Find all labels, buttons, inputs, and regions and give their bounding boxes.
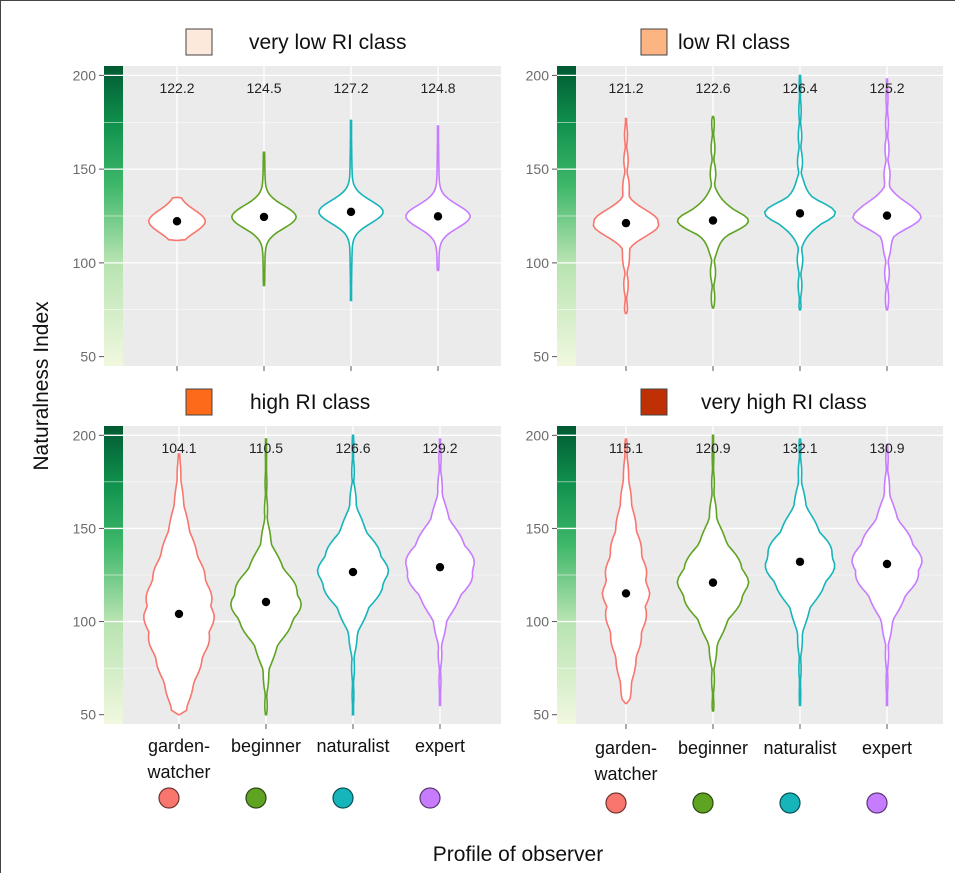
violin-expert bbox=[405, 125, 471, 272]
y-tick-label: 150 bbox=[73, 161, 97, 177]
mean-label: 115.1 bbox=[609, 440, 643, 456]
violin-naturalist bbox=[764, 438, 836, 707]
panel-title: low RI class bbox=[678, 31, 790, 54]
y-tick-label: 150 bbox=[526, 161, 550, 177]
violin-expert bbox=[851, 443, 923, 707]
mean-label: 126.4 bbox=[782, 80, 817, 96]
mean-point bbox=[261, 597, 271, 607]
class-color-swatch bbox=[640, 28, 668, 56]
mean-point bbox=[348, 567, 358, 577]
panel-1: 50 100 150 200 very low RI class 122.2 124.5 12… bbox=[73, 28, 501, 371]
y-tick-label: 100 bbox=[73, 614, 97, 630]
mean-point bbox=[433, 212, 443, 221]
profile-color-dot bbox=[419, 787, 441, 809]
profile-color-dot bbox=[245, 787, 267, 809]
y-tick-label: 100 bbox=[526, 255, 550, 271]
y-tick-label: 50 bbox=[533, 707, 549, 723]
panel-2: 50 100 150 200 low RI class 121.2 122.6 126.4 12… bbox=[526, 28, 943, 371]
violin-beginner bbox=[229, 438, 303, 716]
panel-4: 50 100 150 200 very high RI class 115.1 garden… bbox=[526, 388, 943, 814]
mean-point bbox=[795, 557, 805, 566]
mean-point bbox=[882, 559, 892, 569]
mean-label: 132.1 bbox=[782, 440, 817, 456]
violin-garden-watcher bbox=[592, 117, 660, 315]
mean-label: 130.9 bbox=[869, 440, 904, 456]
x-category-label: watcher bbox=[593, 764, 657, 784]
panel-title: very low RI class bbox=[249, 31, 407, 54]
class-color-swatch bbox=[640, 388, 668, 416]
y-axis-title: Naturalness Index bbox=[30, 301, 53, 471]
mean-label: 110.5 bbox=[249, 440, 283, 456]
mean-label: 124.5 bbox=[246, 80, 281, 96]
mean-point bbox=[259, 212, 269, 222]
mean-label: 104.1 bbox=[161, 440, 196, 456]
mean-point bbox=[174, 609, 184, 619]
profile-color-dot bbox=[158, 787, 180, 809]
mean-label: 120.9 bbox=[695, 440, 730, 456]
y-tick-label: 100 bbox=[526, 614, 550, 630]
y-tick-label: 150 bbox=[526, 520, 550, 536]
profile-color-dot bbox=[332, 787, 354, 809]
violin-expert bbox=[404, 438, 476, 707]
x-category-label: expert bbox=[862, 738, 912, 758]
mean-point bbox=[621, 218, 631, 228]
mean-label: 122.2 bbox=[159, 80, 194, 96]
mean-point bbox=[795, 209, 805, 218]
violin-expert bbox=[852, 78, 922, 311]
violin-garden-watcher bbox=[143, 453, 215, 716]
mean-point bbox=[708, 216, 718, 225]
mean-point bbox=[882, 211, 892, 220]
profile-color-dot bbox=[692, 792, 714, 814]
panel-3: 50 100 150 200 high RI class 104.1 garden-watc… bbox=[73, 388, 501, 809]
panel-title: very high RI class bbox=[701, 391, 867, 414]
violin-garden-watcher bbox=[601, 438, 651, 705]
mean-label: 126.6 bbox=[335, 440, 370, 456]
class-color-swatch bbox=[185, 28, 213, 56]
x-category-label: watcher bbox=[146, 762, 210, 782]
profile-color-dot bbox=[866, 792, 888, 814]
x-category-label: garden- bbox=[595, 738, 657, 758]
x-category-label: beginner bbox=[678, 738, 748, 758]
y-tick-label: 200 bbox=[526, 67, 550, 83]
mean-point bbox=[435, 562, 445, 572]
mean-label: 125.2 bbox=[869, 80, 904, 96]
mean-point bbox=[708, 578, 718, 587]
y-tick-label: 200 bbox=[526, 427, 550, 443]
panel-title: high RI class bbox=[250, 391, 370, 414]
y-tick-label: 200 bbox=[73, 427, 97, 443]
violin-naturalist bbox=[763, 74, 837, 311]
mean-label: 124.8 bbox=[420, 80, 455, 96]
mean-point bbox=[172, 217, 182, 226]
x-category-label: beginner bbox=[231, 736, 301, 756]
mean-label: 127.2 bbox=[333, 80, 368, 96]
x-category-label: naturalist bbox=[763, 738, 836, 758]
x-category-label: garden- bbox=[148, 736, 210, 756]
profile-color-dot bbox=[605, 792, 627, 814]
y-tick-label: 200 bbox=[73, 67, 97, 83]
mean-label: 121.2 bbox=[608, 80, 643, 96]
mean-label: 129.2 bbox=[422, 440, 457, 456]
violin-beginner bbox=[676, 115, 750, 309]
x-axis-title: Profile of observer bbox=[433, 843, 603, 866]
y-tick-label: 100 bbox=[73, 255, 97, 271]
class-color-swatch bbox=[185, 388, 213, 416]
violin-beginner bbox=[676, 434, 750, 712]
y-tick-label: 150 bbox=[73, 520, 97, 536]
x-category-label: expert bbox=[415, 736, 465, 756]
mean-point bbox=[621, 589, 631, 598]
mean-point bbox=[346, 207, 356, 217]
profile-color-dot bbox=[779, 792, 801, 814]
x-category-label: naturalist bbox=[316, 736, 389, 756]
mean-label: 122.6 bbox=[695, 80, 730, 96]
y-tick-label: 50 bbox=[80, 707, 96, 723]
y-tick-label: 50 bbox=[80, 349, 96, 365]
y-tick-label: 50 bbox=[533, 349, 549, 365]
